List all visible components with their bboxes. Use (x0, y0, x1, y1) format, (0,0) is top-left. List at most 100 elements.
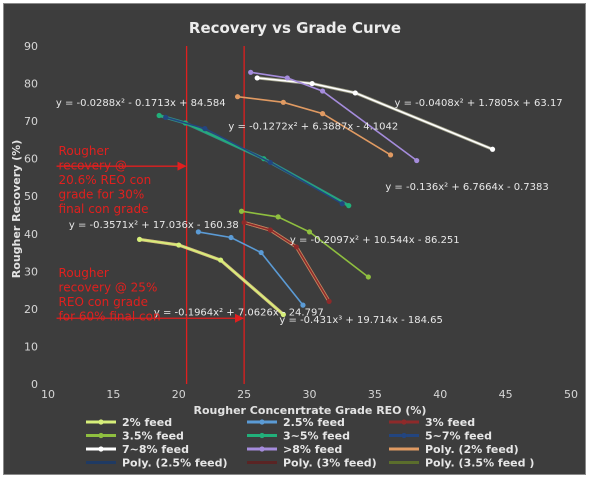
y-tick-label: 40 (24, 228, 38, 241)
data-point (284, 75, 290, 81)
series-line (237, 95, 392, 156)
y-tick-label: 10 (24, 340, 38, 353)
trendline-equation: y = -0.3571x² + 17.036x - 160.38 (69, 220, 239, 231)
data-point (346, 203, 352, 209)
x-tick-label: 50 (564, 388, 578, 401)
data-point (254, 75, 260, 81)
annotation-line: recovery @ 25% (59, 280, 158, 294)
x-tick-label: 35 (368, 388, 382, 401)
series-line (241, 210, 369, 278)
trendline-equation: y = -0.0288x² - 0.1713x + 84.584 (56, 98, 226, 109)
annotation-line: grade for 30% (59, 187, 145, 201)
data-point (275, 214, 281, 220)
chart-title: Recovery vs Grade Curve (189, 19, 401, 37)
legend-label: 3.5% feed (122, 430, 184, 443)
legend-label: 2.5% feed (283, 416, 345, 429)
trendline (255, 76, 495, 151)
trendline-equation: y = -0.136x² + 6.7664x - 0.7383 (385, 182, 548, 193)
y-tick-label: 60 (24, 153, 38, 166)
y-tick-label: 90 (24, 40, 38, 53)
x-axis-label: Rougher Concenrtrate Grade REO (%) (194, 404, 427, 417)
series-line (250, 71, 418, 162)
data-point (241, 219, 247, 226)
annotation-line: REO con grade (59, 295, 148, 309)
data-point (339, 201, 345, 207)
data-point (300, 302, 306, 308)
x-tick-label: 40 (433, 388, 447, 401)
series-line (257, 77, 493, 151)
y-tick-label: 0 (31, 378, 38, 391)
legend-label: 5~7% feed (425, 430, 492, 443)
data-point (238, 208, 245, 214)
data-point (267, 159, 273, 166)
y-tick-label: 30 (24, 265, 38, 278)
x-tick-label: 45 (499, 388, 513, 401)
y-tick-label: 80 (24, 78, 38, 91)
trendline-equations: y = -0.0288x² - 0.1713x + 84.584 y = -0.1… (56, 98, 563, 326)
legend-label: 3~5% feed (283, 430, 350, 443)
series-line (243, 221, 330, 302)
annotation-line: recovery @ (59, 158, 127, 172)
data-point (228, 234, 234, 241)
legend-label: 3% feed (425, 416, 475, 429)
data-point (258, 249, 264, 256)
data-point (267, 227, 273, 233)
legend: 2% feed 2.5% feed 3% feed 3.5% feed 3~5% fee… (86, 416, 534, 470)
trendline-equation: y = -0.1272x² + 6.3887x - 4.1042 (228, 121, 398, 132)
data-point (248, 69, 254, 75)
data-point (156, 112, 162, 119)
x-tick-label: 30 (303, 388, 317, 401)
data-point (234, 94, 241, 100)
data-point (195, 229, 201, 235)
trendline-equation: y = -0.1964x² + 7.0626x - 24.797 (154, 307, 324, 318)
y-tick-label: 50 (24, 190, 38, 203)
data-point (489, 146, 496, 152)
data-point (280, 99, 286, 105)
data-point (319, 88, 326, 94)
x-tick-label: 20 (172, 388, 186, 401)
legend-label: Poly. (2% feed) (425, 443, 519, 456)
annotation-line: for 60% final con (59, 309, 161, 323)
data-point (352, 90, 358, 96)
reference-lines (185, 46, 245, 384)
y-tick-label: 20 (24, 303, 38, 316)
x-tick-label: 10 (41, 388, 55, 401)
data-point (387, 152, 394, 158)
series-line (165, 116, 343, 205)
annotation-line: final con grade (59, 202, 149, 216)
legend-label: 2% feed (122, 416, 172, 429)
annotation-line: Rougher (59, 144, 109, 158)
data-point (319, 111, 326, 117)
legend-marker (259, 446, 265, 452)
data-point (306, 229, 313, 235)
legend-label: Poly. (2.5% feed) (122, 457, 228, 470)
annotation-line: 20.6% REO con (59, 173, 152, 187)
data-series (136, 69, 496, 318)
y-axis-ticks: 0 10 20 30 40 50 60 70 80 90 (24, 40, 38, 391)
data-point (176, 242, 182, 248)
series-line (139, 238, 284, 316)
data-point (293, 244, 300, 250)
legend-marker (401, 432, 407, 439)
legend-label: Poly. (3.5% feed ) (425, 457, 534, 470)
x-tick-label: 25 (237, 388, 251, 401)
legend-label: Poly. (3% feed) (283, 457, 377, 470)
y-tick-label: 70 (24, 115, 38, 128)
data-point (414, 157, 420, 164)
data-point (202, 126, 208, 132)
y-axis-label: Rougher Recovery (%) (10, 140, 23, 278)
legend-label: >8% feed (283, 443, 342, 456)
data-point (280, 311, 286, 318)
annotation-line: Rougher (59, 266, 109, 280)
series-line (198, 231, 304, 306)
legend-marker (259, 432, 265, 439)
data-point (163, 114, 169, 120)
legend-marker (259, 419, 265, 425)
data-point (217, 257, 224, 263)
trendline-equation: y = -0.431x³ + 19.714x - 184.65 (279, 315, 442, 326)
x-tick-label: 15 (106, 388, 120, 401)
data-point (326, 298, 332, 304)
x-axis-ticks: 10 15 20 25 30 35 40 45 50 (41, 388, 578, 401)
